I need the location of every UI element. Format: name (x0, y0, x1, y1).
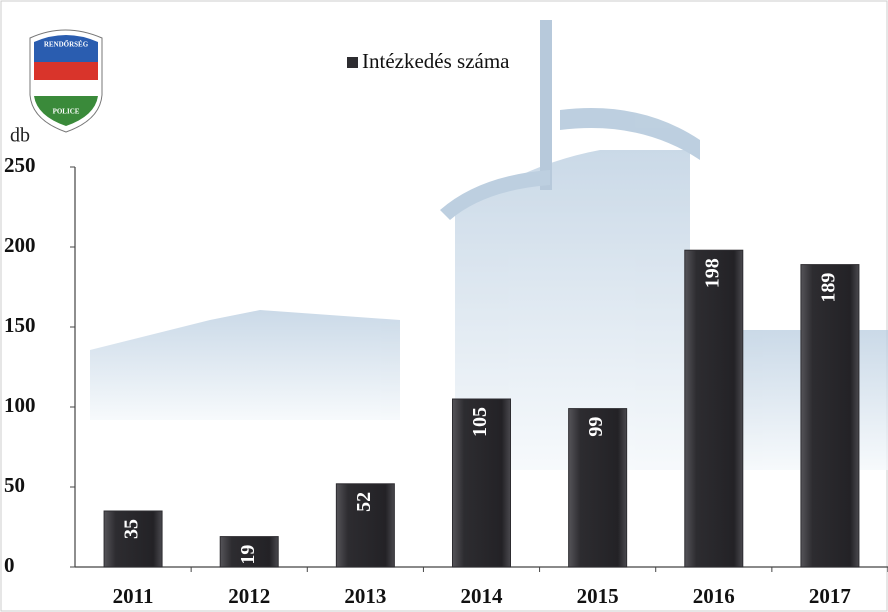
y-tick-label: 50 (4, 473, 25, 497)
x-tick-label: 2016 (693, 584, 735, 608)
y-tick-label: 200 (4, 233, 36, 257)
x-tick-label: 2017 (809, 584, 851, 608)
y-tick-label: 150 (4, 313, 36, 337)
logo: RENDŐRSÉG POLICE (30, 30, 102, 132)
legend-marker (347, 57, 358, 68)
y-axis-label: db (10, 125, 30, 147)
x-tick-label: 2013 (344, 584, 386, 608)
legend-label: Intézkedés száma (362, 49, 510, 73)
bar (685, 250, 743, 567)
value-label: 19 (237, 545, 259, 565)
chart: RENDŐRSÉG POLICE db 0 50 100 150 200 250 2011 3… (0, 0, 888, 612)
y-tick-label: 0 (4, 553, 15, 577)
value-label: 52 (353, 492, 375, 512)
x-tick-label: 2015 (577, 584, 619, 608)
logo-bottom-text: POLICE (53, 108, 80, 116)
bar (801, 265, 859, 567)
x-tick-label: 2012 (228, 584, 270, 608)
value-label: 105 (469, 407, 491, 437)
x-tick-label: 2011 (113, 584, 154, 608)
value-label: 189 (818, 273, 840, 303)
value-label: 35 (121, 519, 143, 539)
y-tick-label: 250 (4, 153, 36, 177)
value-label: 198 (701, 258, 723, 288)
x-tick-label: 2014 (461, 584, 504, 608)
logo-top-text: RENDŐRSÉG (44, 41, 89, 49)
value-label: 99 (585, 417, 607, 437)
y-tick-label: 100 (4, 393, 36, 417)
